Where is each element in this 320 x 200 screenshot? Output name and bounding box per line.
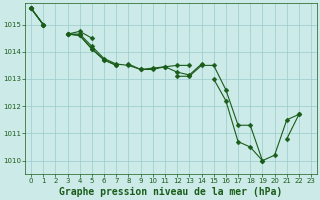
X-axis label: Graphe pression niveau de la mer (hPa): Graphe pression niveau de la mer (hPa) [60,187,283,197]
